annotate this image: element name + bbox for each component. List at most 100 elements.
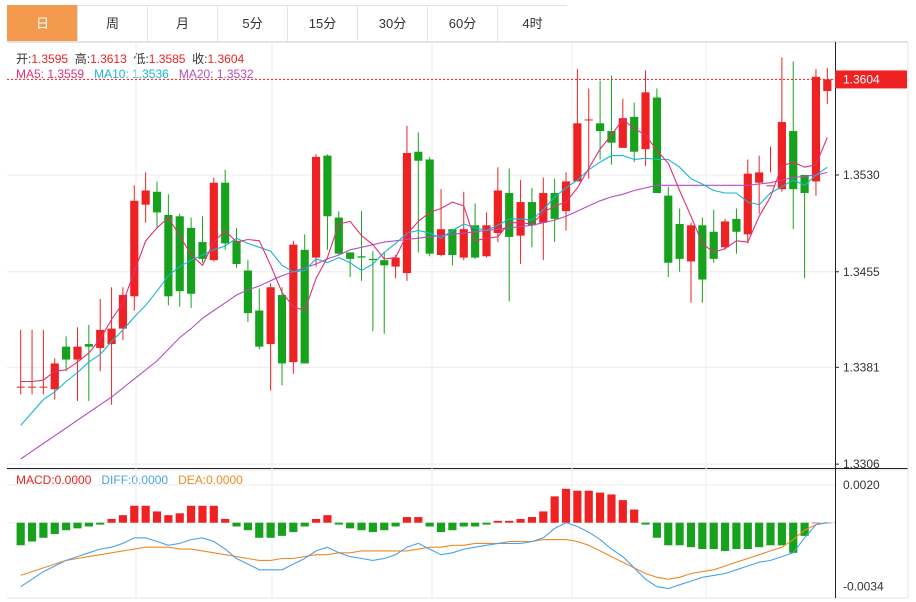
- last-price-badge: [835, 70, 907, 89]
- high-value: 1.3613: [90, 52, 127, 66]
- macd-bar: [209, 505, 218, 523]
- candle-up: [561, 181, 571, 212]
- close-label: 收:: [192, 52, 208, 66]
- candle-down: [357, 256, 366, 258]
- macd-bar: [607, 494, 616, 523]
- macd-bar: [630, 509, 639, 523]
- macd-bar: [573, 490, 582, 523]
- macd-bar: [493, 520, 502, 523]
- macd-bar: [152, 511, 162, 523]
- macd-bar: [73, 522, 82, 529]
- candle-up: [777, 122, 786, 190]
- high-label: 高:: [74, 52, 91, 66]
- candle-up: [402, 153, 412, 274]
- macd-bar: [709, 522, 718, 550]
- macd-bar: [96, 522, 105, 525]
- candle-up: [720, 221, 730, 248]
- tab-7[interactable]: 4时: [497, 5, 567, 41]
- candle-down: [368, 258, 377, 261]
- ma10-label: MA10:: [94, 67, 129, 81]
- macd-bar: [221, 518, 230, 523]
- macd-bar: [141, 505, 150, 523]
- ma10-text: MA10: 1.3536: [94, 67, 169, 81]
- last-price-label: 1.3604: [843, 72, 880, 86]
- macd-bar: [550, 496, 559, 523]
- macd-bar: [368, 522, 377, 533]
- tab-6[interactable]: 60分: [427, 5, 497, 41]
- ma10-value: 1.3536: [132, 67, 169, 81]
- macd-bar: [334, 522, 343, 525]
- macd-bar: [39, 522, 48, 538]
- macd-label: MACD:: [16, 473, 55, 487]
- tab-0[interactable]: 日: [7, 5, 77, 41]
- candle-down: [175, 216, 184, 292]
- macd-bar: [539, 511, 548, 523]
- price-tick-label: 1.3306: [843, 457, 880, 471]
- diff-value: 0.0000: [131, 473, 169, 487]
- tab-3[interactable]: 5分: [217, 5, 287, 41]
- candle-down: [62, 346, 71, 360]
- candle-up: [27, 386, 37, 388]
- macd-bar: [255, 522, 264, 538]
- macd-bar: [789, 522, 798, 553]
- ma20-line: [20, 171, 828, 460]
- tab-4[interactable]: 15分: [287, 5, 357, 41]
- macd-bar: [300, 522, 309, 527]
- open-value: 1.3595: [31, 52, 69, 66]
- candle-down: [596, 123, 605, 132]
- ma10-line: [20, 155, 828, 426]
- candle-down: [243, 270, 252, 314]
- tab-5[interactable]: 30分: [357, 5, 427, 41]
- diff-text: DIFF:0.0000: [101, 473, 168, 487]
- macd-bar: [187, 505, 196, 523]
- macd-bar: [755, 522, 764, 548]
- candle-down: [698, 225, 707, 280]
- candle-up: [459, 229, 468, 258]
- candle-down: [255, 310, 264, 347]
- diff-label: DIFF:: [101, 473, 132, 487]
- ma-info: MA5: 1.3559 MA10: 1.3536 MA20: 1.3532: [16, 67, 254, 81]
- candle-down: [346, 252, 355, 259]
- candle-down: [800, 174, 809, 194]
- macd-value: 0.0000: [54, 473, 92, 487]
- tab-1[interactable]: 周: [77, 5, 147, 41]
- ma20-label: MA20:: [178, 67, 214, 81]
- candle-down: [334, 217, 343, 254]
- low-label: 低:: [133, 52, 149, 66]
- period-tabs: 日周月 5分 15分 30分 60分 4时: [7, 5, 908, 42]
- open-label: 开:: [16, 52, 32, 66]
- candle-up: [436, 229, 446, 255]
- macd-bar: [277, 522, 287, 536]
- candle-up: [755, 172, 764, 183]
- macd-bar: [732, 522, 741, 550]
- macd-bar: [505, 520, 514, 523]
- ma20-value: 1.3532: [216, 67, 254, 81]
- candle-down: [198, 242, 207, 259]
- macd-tick-label: -0.0034: [843, 580, 884, 594]
- macd-bar: [16, 522, 25, 546]
- tab-2[interactable]: 月: [147, 5, 217, 41]
- candle-up: [107, 328, 116, 345]
- candle-up: [493, 190, 502, 234]
- dea-line: [20, 522, 828, 580]
- macd-bar: [425, 522, 434, 527]
- candle-down: [221, 182, 230, 244]
- macd-bar: [652, 522, 661, 538]
- candle-down: [448, 229, 457, 255]
- macd-bar: [561, 488, 571, 523]
- macd-bar: [164, 515, 173, 523]
- macd-bar: [130, 505, 139, 523]
- candle-up: [584, 119, 593, 121]
- macd-bar: [516, 518, 525, 523]
- candle-down: [789, 131, 798, 190]
- candle-up: [573, 123, 582, 182]
- candle-up: [641, 92, 650, 150]
- macd-bar: [357, 522, 366, 531]
- low-value: 1.3585: [148, 52, 186, 66]
- ma5-line: [20, 118, 828, 383]
- ma20-text: MA20: 1.3532: [179, 67, 254, 81]
- candle-down: [414, 151, 423, 161]
- macd-bar: [777, 522, 786, 546]
- macd-bar: [243, 522, 252, 531]
